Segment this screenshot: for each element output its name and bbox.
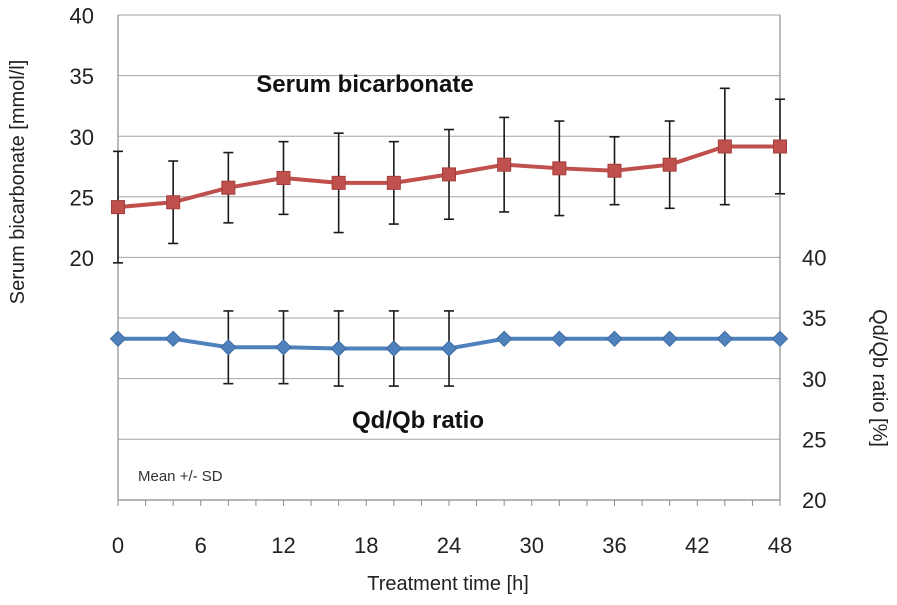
series-left xyxy=(111,87,787,264)
stat-note: Mean +/- SD xyxy=(138,468,223,485)
right-y-tick-label: 20 xyxy=(802,488,826,513)
data-point xyxy=(606,330,623,348)
data-point xyxy=(221,180,236,195)
x-axis-title: Treatment time [h] xyxy=(367,573,529,595)
left-y-tick-label: 20 xyxy=(70,246,94,271)
left-y-tick-label: 40 xyxy=(70,4,94,29)
x-tick-label: 30 xyxy=(520,533,544,558)
data-point xyxy=(331,175,346,190)
right-y-tick-label: 25 xyxy=(802,427,826,452)
data-point xyxy=(330,340,347,357)
x-tick-label: 24 xyxy=(437,533,461,558)
data-point xyxy=(275,339,292,356)
data-point xyxy=(771,330,789,348)
series-right xyxy=(109,310,789,387)
right-y-tick-label: 35 xyxy=(802,306,826,331)
data-point xyxy=(109,330,127,348)
x-tick-label: 12 xyxy=(271,533,295,558)
data-point xyxy=(773,139,787,154)
data-point xyxy=(552,161,567,176)
data-point xyxy=(551,330,568,348)
data-point xyxy=(166,195,181,210)
left-y-axis-title: Serum bicarbonate [mmol/l] xyxy=(7,60,29,305)
data-point xyxy=(440,340,458,357)
x-tick-label: 42 xyxy=(685,533,709,558)
data-point xyxy=(716,330,734,348)
data-point xyxy=(164,330,182,348)
data-point xyxy=(386,175,401,190)
data-point xyxy=(495,330,513,348)
data-point xyxy=(661,330,678,348)
data-point xyxy=(220,339,237,356)
ratio-annotation: Qd/Qb ratio xyxy=(352,407,484,434)
data-point xyxy=(111,200,125,215)
tick-labels: 0 6 12 18 24 30 36 42 48 20 25 30 35 40 20 25 30 35 40 xyxy=(70,4,827,558)
data-point xyxy=(276,171,291,186)
x-tick-label: 0 xyxy=(112,533,124,558)
axes xyxy=(117,15,781,506)
right-y-tick-label: 30 xyxy=(802,367,826,392)
x-tick-label: 36 xyxy=(602,533,626,558)
x-tick-label: 6 xyxy=(195,533,207,558)
data-point xyxy=(607,163,622,178)
data-point xyxy=(385,340,403,357)
data-point xyxy=(717,139,732,154)
right-y-axis-title: Qd/Qb ratio [%] xyxy=(868,309,890,447)
left-y-tick-label: 35 xyxy=(70,64,94,89)
x-tick-label: 48 xyxy=(768,533,792,558)
data-point xyxy=(497,157,512,172)
x-tick-label: 18 xyxy=(354,533,378,558)
bicarbonate-annotation: Serum bicarbonate xyxy=(256,71,473,98)
left-y-tick-label: 25 xyxy=(70,185,94,210)
data-point xyxy=(662,157,677,172)
series-layer xyxy=(109,87,789,387)
left-y-tick-label: 30 xyxy=(70,125,94,150)
right-y-tick-label: 40 xyxy=(802,246,826,271)
data-point xyxy=(442,167,456,182)
